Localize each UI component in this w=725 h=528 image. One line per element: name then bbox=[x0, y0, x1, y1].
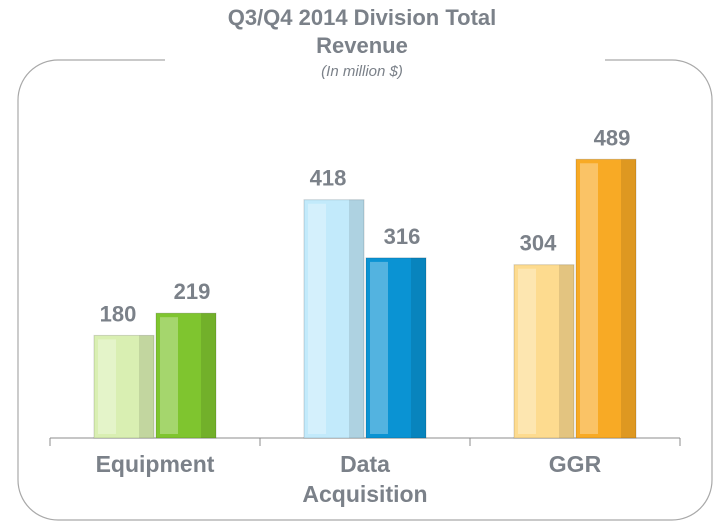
bar-highlight bbox=[580, 163, 598, 434]
bar-highlight bbox=[160, 317, 178, 434]
bar bbox=[575, 158, 637, 439]
value-label: 418 bbox=[310, 166, 347, 191]
bar-shade bbox=[139, 335, 154, 438]
frame bbox=[17, 59, 713, 521]
bar-highlight bbox=[518, 268, 536, 434]
x-tick-label: Data Acquisition bbox=[302, 451, 428, 507]
bar bbox=[93, 334, 155, 439]
bar-shade bbox=[411, 257, 426, 438]
bar-shade bbox=[201, 313, 216, 438]
value-label: 219 bbox=[174, 279, 211, 304]
value-label: 489 bbox=[594, 125, 631, 150]
bar-shade bbox=[621, 159, 636, 438]
bar-highlight bbox=[370, 261, 388, 434]
x-tick-label: Equipment bbox=[95, 451, 215, 477]
chart-subtitle: (In million $) bbox=[321, 63, 403, 80]
value-label: 316 bbox=[384, 224, 421, 249]
value-label: 180 bbox=[100, 301, 137, 326]
value-label: 304 bbox=[520, 231, 557, 256]
bar bbox=[303, 199, 365, 439]
chart-title: Q3/Q4 2014 Division Total Revenue bbox=[227, 5, 497, 58]
bar-highlight bbox=[308, 203, 326, 434]
bar bbox=[513, 264, 575, 439]
bar-shade bbox=[559, 264, 574, 438]
bar bbox=[155, 312, 217, 439]
x-tick-label: GGR bbox=[548, 451, 602, 477]
bar-highlight bbox=[98, 339, 116, 434]
bar bbox=[365, 257, 427, 439]
bar-shade bbox=[349, 199, 364, 438]
